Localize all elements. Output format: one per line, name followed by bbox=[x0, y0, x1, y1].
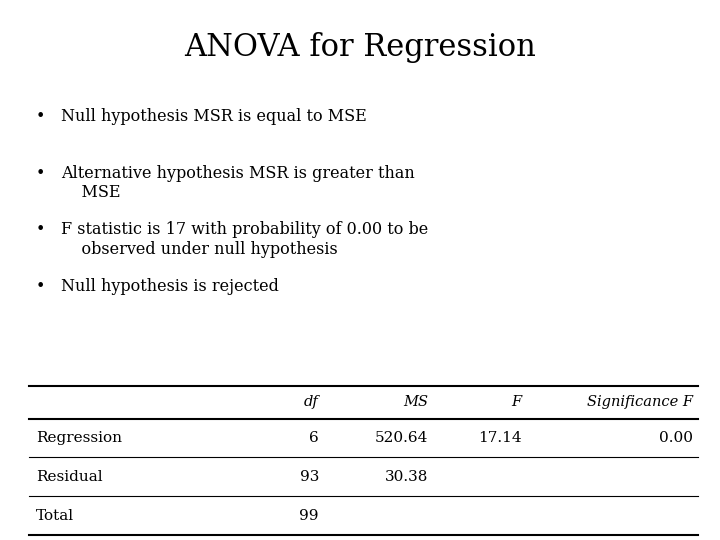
Text: Significance F: Significance F bbox=[587, 395, 693, 409]
Text: 17.14: 17.14 bbox=[478, 431, 521, 445]
Text: Alternative hypothesis MSR is greater than
    MSE: Alternative hypothesis MSR is greater th… bbox=[61, 165, 415, 201]
Text: •: • bbox=[36, 221, 45, 238]
Text: •: • bbox=[36, 165, 45, 181]
Text: 93: 93 bbox=[300, 470, 319, 484]
Text: 0.00: 0.00 bbox=[659, 431, 693, 445]
Text: Regression: Regression bbox=[36, 431, 122, 445]
Text: Null hypothesis MSR is equal to MSE: Null hypothesis MSR is equal to MSE bbox=[61, 108, 367, 125]
Text: 30.38: 30.38 bbox=[384, 470, 428, 484]
Text: •: • bbox=[36, 108, 45, 125]
Text: MS: MS bbox=[403, 395, 428, 409]
Text: df: df bbox=[304, 395, 319, 409]
Text: Total: Total bbox=[36, 509, 74, 523]
Text: F statistic is 17 with probability of 0.00 to be
    observed under null hypothe: F statistic is 17 with probability of 0.… bbox=[61, 221, 428, 258]
Text: 99: 99 bbox=[300, 509, 319, 523]
Text: F: F bbox=[511, 395, 521, 409]
Text: ANOVA for Regression: ANOVA for Regression bbox=[184, 32, 536, 63]
Text: Residual: Residual bbox=[36, 470, 103, 484]
Text: •: • bbox=[36, 278, 45, 295]
Text: 6: 6 bbox=[309, 431, 319, 445]
Text: 520.64: 520.64 bbox=[374, 431, 428, 445]
Text: Null hypothesis is rejected: Null hypothesis is rejected bbox=[61, 278, 279, 295]
